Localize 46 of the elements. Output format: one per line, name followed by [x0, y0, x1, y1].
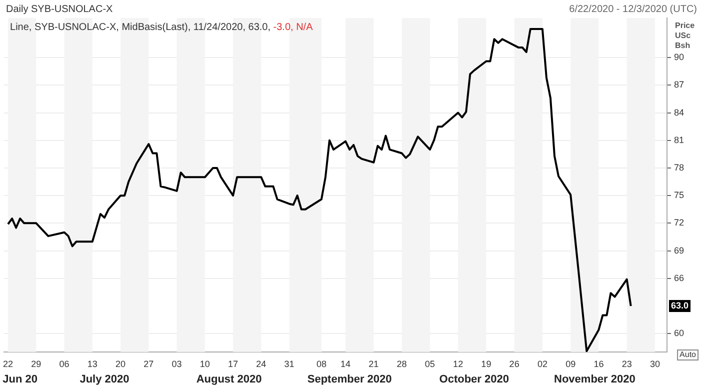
y-tick-label: 78	[674, 162, 684, 172]
x-tick-label: 19	[481, 358, 492, 369]
y-tick-label: 69	[674, 245, 684, 256]
x2-tick-label: October 2020	[439, 373, 509, 386]
y-tick-label: 81	[674, 134, 684, 145]
x-tick-label: 17	[228, 358, 238, 369]
y-tick-label: 90	[674, 52, 684, 62]
x2-tick-label: July 2020	[80, 373, 130, 386]
x2-tick-label: September 2020	[307, 373, 392, 386]
x-tick-label: 08	[316, 358, 326, 369]
x-tick-label: 24	[256, 358, 266, 369]
y-tick-label: 66	[674, 272, 684, 283]
y-tick-label: 60	[674, 328, 684, 338]
y-tick-label: 75	[674, 190, 684, 200]
y-tick-label: 87	[674, 80, 684, 90]
x-tick-label: 10	[200, 358, 210, 369]
x-tick-label: 20	[116, 358, 126, 369]
y-tick-label: 72	[674, 218, 684, 228]
x-tick-label: 14	[340, 358, 351, 369]
x2-tick-label: November 2020	[554, 373, 636, 386]
chart-title: Daily SYB-USNOLAC-X	[6, 4, 114, 15]
x-tick-label: 21	[368, 358, 379, 369]
x-tick-label: 31	[284, 358, 294, 369]
x-tick-label: 02	[537, 358, 548, 369]
x-tick-label: 09	[566, 358, 576, 369]
x-tick-label: 16	[594, 358, 604, 369]
x-tick-label: 30	[650, 358, 660, 369]
text: Auto	[680, 350, 697, 360]
x2-tick-label: August 2020	[196, 373, 262, 386]
x-tick-label: 05	[424, 358, 435, 369]
x-tick-label: 22	[3, 358, 14, 369]
y-axis-title: Price USc Bsh	[675, 21, 696, 50]
x-tick-label: 29	[31, 358, 42, 369]
x-tick-label: 27	[144, 358, 154, 369]
x-tick-label: 23	[622, 358, 632, 369]
chart-subtitle: Line, SYB-USNOLAC-X, MidBasis(Last), 11/24/2020, 63.0, -3.0, N/A	[10, 22, 314, 33]
x-tick-label: 28	[396, 358, 407, 369]
x-tick-label: 13	[87, 358, 98, 369]
x-tick-label: 06	[59, 358, 70, 369]
x-tick-label: 12	[453, 358, 464, 369]
y-tick-label: 84	[674, 107, 684, 118]
x-tick-label: 26	[509, 358, 520, 369]
x-tick-label: 03	[172, 358, 182, 369]
x2-tick-label: Jun 20	[2, 373, 38, 386]
text: 63.0	[671, 300, 689, 310]
text: 6/22/2020 - 12/3/2020 (UTC)	[569, 4, 697, 15]
